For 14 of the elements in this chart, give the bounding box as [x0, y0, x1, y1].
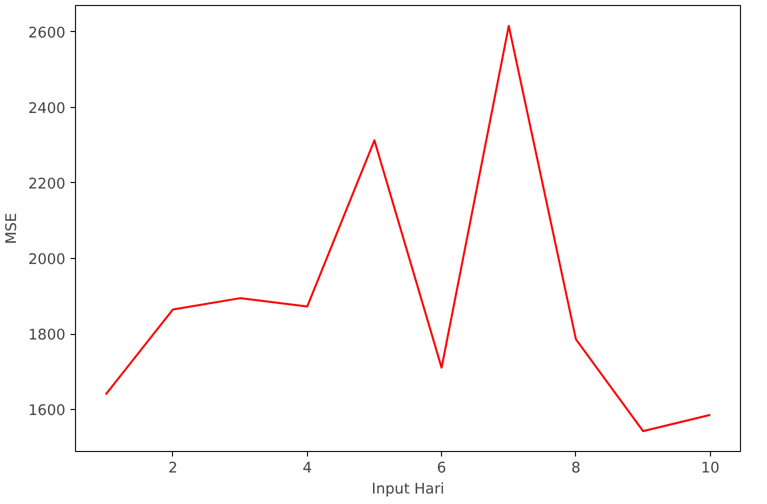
y-tick-label: 2000 [28, 251, 66, 268]
y-tick-label: 2600 [28, 24, 66, 42]
y-tick-label: 2200 [28, 175, 66, 192]
x-tick-label: 8 [571, 460, 581, 476]
x-tick-label: 4 [302, 460, 312, 476]
x-tick-label: 10 [700, 460, 720, 476]
y-tick-label: 1600 [28, 402, 66, 420]
x-axis-title: Input Hari [372, 480, 444, 498]
x-tick-label: 2 [168, 460, 178, 476]
y-tick-label: 2400 [28, 100, 66, 117]
line-series [104, 24, 712, 432]
y-axis-title: MSE [3, 212, 20, 244]
x-tick-label: 6 [436, 460, 446, 476]
y-tick-label: 1800 [28, 326, 66, 344]
